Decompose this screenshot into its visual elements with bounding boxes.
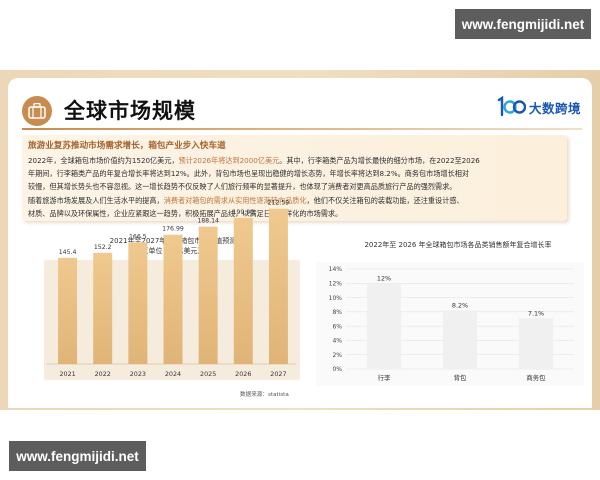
chart1-x-tick-label: 2021 — [59, 370, 75, 378]
summary-text: 较慢，但其增长势头也不容忽视。这一增长趋势不仅反映了人们旅行频率的显著提升，也体… — [28, 182, 457, 192]
chart1-bar — [58, 257, 78, 364]
summary-text: ，他们不仅关注箱包的装载功能，还注重设计感、 — [306, 195, 464, 205]
chart1-x-tick-label: 2025 — [200, 370, 216, 378]
summary-box: 旅游业复苏推动市场需求增长，箱包产业步入快车道 2022年，全球箱包市场价值约为… — [22, 135, 567, 221]
summary-line: 较慢，但其增长势头也不容忽视。这一增长趋势不仅反映了人们旅行频率的显著提升，也体… — [28, 180, 564, 193]
chart1-x-tick-label: 2024 — [165, 370, 181, 378]
chart1-x-tick-label: 2027 — [270, 370, 286, 378]
chart1-value-label: 212.59 — [268, 200, 290, 207]
summary-text: 随着旅游市场发展及人们生活水平的提高， — [28, 195, 164, 205]
chart1-bar — [233, 217, 253, 364]
summary-line: 年期间，行李箱类产品的年复合增长率将达到12%。此外，背包市场也呈现出稳健的增长… — [28, 167, 564, 180]
chart2-bar — [443, 310, 477, 369]
chart2-value-label: 12% — [377, 274, 391, 282]
title-divider — [22, 128, 582, 130]
chart2-y-tick-label: 2% — [332, 352, 342, 359]
chart1-value-label: 145.4 — [59, 249, 77, 256]
chart1-bar — [163, 234, 183, 364]
chart1-source: 数据来源：statista — [240, 392, 289, 398]
chart2-x-tick-label: 商务包 — [526, 373, 546, 382]
chart2-x-tick-label: 行李 — [378, 373, 391, 382]
chart1-x-tick-label: 2022 — [95, 370, 111, 378]
chart2-y-tick-label: 8% — [332, 309, 342, 316]
summary-line: 2022年，全球箱包市场价值约为1520亿美元，预计2026年将达到2000亿美… — [28, 154, 564, 167]
chart2-title: 2022年至 2026 年全球箱包市场各品类销售额年复合增长率 — [364, 241, 552, 249]
chart1-value-label: 176.99 — [162, 226, 184, 233]
chart2-value-label: 7.1% — [528, 309, 544, 317]
chart2-y-tick-label: 0% — [332, 366, 342, 373]
watermark-bottom: www.fengmijidi.net — [9, 441, 146, 471]
market-slide: 全球市场规模 大数跨境 旅游业复苏推动市场需求增长，箱包产业步入快车道 2022… — [0, 70, 600, 410]
summary-text: 年期间，行李箱类产品的年复合增长率将达到12%。此外，背包市场也呈现出稳健的增长… — [28, 169, 470, 179]
chart2-y-tick-label: 6% — [332, 323, 342, 330]
chart2-y-tick-label: 14% — [329, 266, 343, 273]
brand-name: 大数跨境 — [529, 100, 582, 116]
chart2-title-block: 2022年至 2026 年全球箱包市场各品类销售额年复合增长率 — [343, 240, 573, 250]
watermark-top: www.fengmijidi.net — [455, 9, 591, 39]
chart1-bar — [268, 208, 288, 364]
charts-canvas: 145.4 2021 152.2 2022 166.5 2023 176.99 2024 188… — [46, 200, 574, 382]
chart2-bar — [367, 283, 401, 369]
summary-line: 随着旅游市场发展及人们生活水平的提高，消费者对箱包的需求从实用性逐渐转向品质化，… — [28, 194, 564, 207]
chart2-y-tick-label: 12% — [329, 280, 343, 287]
summary-highlight: 消费者对箱包的需求从实用性逐渐转向品质化 — [163, 195, 307, 205]
chart1-value-label: 152.2 — [94, 244, 112, 251]
100-logo-icon — [496, 95, 527, 118]
chart2-y-tick-label: 4% — [332, 338, 342, 345]
page-title: 全球市场规模 — [64, 99, 196, 123]
chart1-value-label: 188.14 — [197, 218, 219, 225]
summary-text: 材质、品牌以及环保属性，企业应紧跟这一趋势，积极拓展产品线，以满足日益多样化的市… — [28, 208, 343, 218]
chart1-bar — [128, 242, 148, 364]
chart2-x-tick-label: 背包 — [454, 373, 467, 382]
chart1-x-tick-label: 2026 — [235, 370, 251, 378]
chart2-y-tick-label: 10% — [329, 295, 343, 302]
brand-logo: 大数跨境 — [496, 95, 582, 118]
chart1-bar — [93, 252, 113, 364]
summary-text: 2022年，全球箱包市场价值约为1520亿美元， — [28, 156, 179, 165]
summary-heading: 旅游业复苏推动市场需求增长，箱包产业步入快车道 — [28, 141, 226, 151]
chart2-bar — [519, 318, 553, 369]
chart1-value-label: 199.99 — [232, 209, 254, 216]
chart2-value-label: 8.2% — [452, 301, 468, 309]
luggage-icon — [22, 96, 52, 126]
summary-highlight: 预计2026年将达到2000亿美元 — [178, 156, 280, 165]
chart1-value-label: 166.5 — [129, 233, 147, 240]
slide-content: 全球市场规模 大数跨境 旅游业复苏推动市场需求增长，箱包产业步入快车道 2022… — [8, 78, 592, 408]
chart1-x-tick-label: 2023 — [130, 370, 146, 378]
summary-text: 。其中，行李箱类产品为增长最快的细分市场，在2022至2026 — [279, 156, 480, 165]
summary-body: 2022年，全球箱包市场价值约为1520亿美元，预计2026年将达到2000亿美… — [28, 154, 564, 220]
chart1-bar — [198, 226, 218, 364]
summary-line: 材质、品牌以及环保属性，企业应紧跟这一趋势，积极拓展产品线，以满足日益多样化的市… — [28, 207, 564, 220]
